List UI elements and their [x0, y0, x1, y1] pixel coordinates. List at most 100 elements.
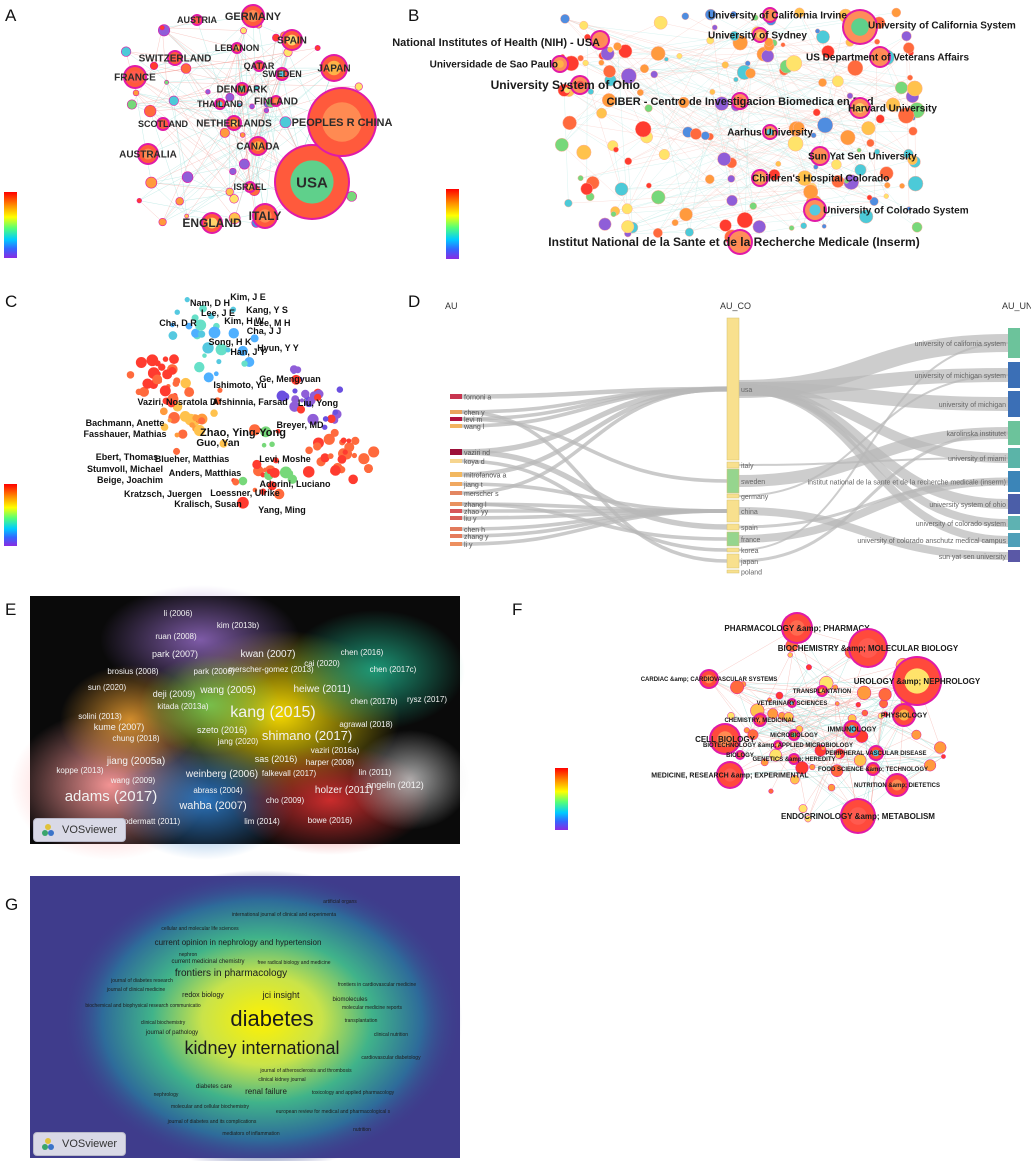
network-node: [678, 96, 690, 109]
node-core: [766, 11, 774, 19]
network-node: [194, 361, 205, 373]
network-edge: [708, 678, 796, 780]
vos-item-label: holzer (2011): [315, 785, 373, 796]
sankey-institution-label: university of michigan system: [915, 373, 1007, 380]
network-node: [323, 433, 335, 445]
network-node: [340, 437, 347, 444]
network-node: [800, 222, 808, 230]
network-node: [883, 193, 889, 199]
country-label: AUSTRIA: [177, 15, 217, 25]
node-core: [870, 766, 876, 772]
vos-item-label: kume (2007): [94, 722, 145, 732]
network-edge: [708, 627, 798, 680]
network-edge: [174, 57, 251, 188]
network-node: [237, 345, 248, 356]
author-label: Song, H K: [209, 337, 252, 347]
network-node: [869, 196, 879, 206]
network-node: [706, 36, 715, 45]
author-label: Vaziri, Nosratola D: [137, 397, 217, 407]
network-node: [798, 804, 808, 814]
sankey-institution-node: [1008, 328, 1020, 358]
institution-label: US Department of Veterans Affairs: [806, 53, 969, 64]
category-node: BIOTECHNOLOGY &amp; APPLIED MICROBIOLOGY: [703, 740, 853, 750]
network-node: [313, 442, 322, 451]
sankey-author-label: merscher s: [464, 491, 499, 498]
vos-item-label: angelin (2012): [366, 780, 424, 790]
category-node: MEDICINE, RESEARCH &amp; EXPERIMENTAL: [651, 761, 809, 789]
node-core: [757, 717, 763, 723]
network-edge: [580, 118, 914, 179]
category-node: UROLOGY &amp; NEPHROLOGY: [854, 656, 981, 706]
network-node: [856, 147, 862, 153]
network-edge: [657, 53, 804, 226]
network-edge: [679, 51, 828, 57]
network-edge: [793, 664, 904, 736]
network-edge: [135, 92, 259, 147]
sankey-header-au-co: AU_CO: [720, 301, 751, 311]
category-label: PERIPHERAL VASCULAR DISEASE: [825, 751, 926, 757]
network-node: [854, 163, 867, 176]
sankey-institution-node: [1008, 516, 1020, 530]
network-node: [152, 374, 163, 385]
network-node: [658, 148, 670, 160]
sankey-header-au-un: AU_UN: [1002, 301, 1031, 311]
sankey-flow: [461, 387, 728, 495]
network-node: [363, 456, 370, 463]
category-node: VETERINARY SCIENCES: [757, 698, 827, 708]
network-edge: [689, 187, 812, 233]
sankey-institution-node: [1008, 471, 1020, 492]
node-core: [756, 31, 764, 39]
network-node: [174, 309, 180, 315]
author-label: Loessner, Ulrike: [210, 488, 280, 498]
network-node: [652, 228, 663, 238]
network-edge: [736, 101, 817, 113]
country-label: LEBANON: [215, 43, 260, 53]
institution-label: Universidade de Sao Paulo: [430, 60, 558, 71]
node-core: [239, 86, 245, 92]
vos-item-label: kwan (2007): [240, 649, 295, 660]
institution-node: US Department of Veterans Affairs: [806, 46, 969, 68]
network-edge: [173, 68, 187, 101]
network-node: [269, 467, 280, 478]
network-node: [934, 741, 947, 754]
network-edge: [739, 754, 795, 760]
network-node: [136, 197, 142, 204]
node-core: [809, 204, 821, 216]
network-edge: [150, 15, 254, 112]
network-edge: [695, 88, 915, 135]
vos-journal-label: diabetes: [230, 1006, 313, 1031]
network-edge: [612, 145, 622, 190]
vos-item-label: deji (2009): [153, 689, 196, 699]
country-node: GERMANY: [225, 4, 282, 28]
network-node: [229, 167, 237, 176]
node-core: [326, 60, 342, 76]
sankey-institution-node: [1008, 550, 1020, 562]
institution-node: University of California Irvine: [708, 7, 847, 23]
category-node: IMMUNOLOGY: [828, 720, 877, 738]
network-node: [650, 70, 658, 79]
institution-node: Harvard University: [848, 97, 937, 119]
network-edge: [752, 703, 838, 735]
network-node: [305, 446, 313, 455]
network-node: [783, 711, 794, 723]
network-node: [260, 426, 272, 438]
node-core: [595, 35, 605, 45]
vos-item-label: chen (2016): [341, 648, 384, 657]
vos-item-label: cho (2009): [266, 796, 305, 805]
network-node: [249, 424, 261, 436]
country-label: GERMANY: [225, 11, 282, 23]
network-node: [174, 432, 180, 438]
network-node: [804, 815, 812, 823]
institution-node: National Institutes of Health (NIH) - US…: [392, 30, 610, 50]
network-edge: [162, 27, 244, 31]
network-node: [821, 45, 835, 59]
author-label: Adorini, Luciano: [260, 479, 332, 489]
vos-journal-label: cellular and molecular life sciences: [161, 926, 239, 932]
network-node: [203, 372, 214, 383]
network-edge: [729, 729, 853, 776]
network-node: [790, 774, 800, 785]
network-node: [342, 449, 348, 455]
network-edge: [821, 690, 941, 748]
vos-item-label: solini (2013): [78, 712, 122, 721]
vos-journal-label: biochemical and biophysical research com…: [85, 1003, 201, 1009]
